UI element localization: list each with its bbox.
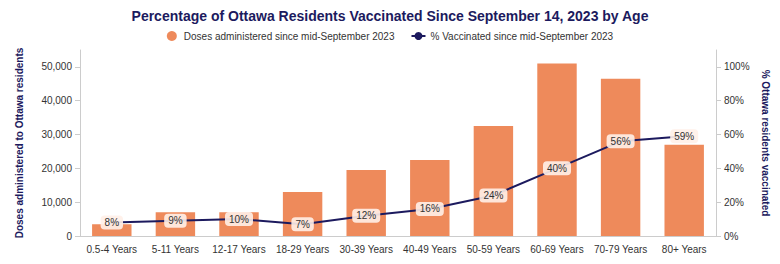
svg-text:40%: 40% xyxy=(547,163,567,174)
svg-text:Doses administered since mid-S: Doses administered since mid-September 2… xyxy=(184,31,395,42)
svg-text:30,000: 30,000 xyxy=(41,129,72,140)
svg-text:50,000: 50,000 xyxy=(41,61,72,72)
svg-text:10,000: 10,000 xyxy=(41,197,72,208)
svg-text:60%: 60% xyxy=(724,129,744,140)
svg-text:% Vaccinated since mid-Septemb: % Vaccinated since mid-September 2023 xyxy=(430,31,613,42)
svg-text:80%: 80% xyxy=(724,95,744,106)
svg-text:7%: 7% xyxy=(295,219,310,230)
svg-text:8%: 8% xyxy=(105,217,120,228)
svg-text:Percentage of Ottawa Residents: Percentage of Ottawa Residents Vaccinate… xyxy=(132,8,649,24)
svg-text:59%: 59% xyxy=(674,131,694,142)
svg-text:10%: 10% xyxy=(229,214,249,225)
svg-text:20,000: 20,000 xyxy=(41,163,72,174)
svg-text:80+ Years: 80+ Years xyxy=(662,244,707,255)
svg-text:5-11 Years: 5-11 Years xyxy=(152,244,199,255)
svg-text:40,000: 40,000 xyxy=(41,95,72,106)
svg-text:70-79 Years: 70-79 Years xyxy=(594,244,647,255)
svg-text:56%: 56% xyxy=(611,136,631,147)
svg-text:9%: 9% xyxy=(168,215,183,226)
svg-text:Doses administered to Ottawa r: Doses administered to Ottawa residents xyxy=(14,47,25,238)
svg-text:60-69 Years: 60-69 Years xyxy=(530,244,583,255)
svg-text:0: 0 xyxy=(66,231,72,242)
svg-text:30-39 Years: 30-39 Years xyxy=(340,244,393,255)
svg-text:12%: 12% xyxy=(356,210,376,221)
svg-text:100%: 100% xyxy=(724,61,750,72)
svg-text:12-17 Years: 12-17 Years xyxy=(212,244,265,255)
svg-text:0%: 0% xyxy=(724,231,739,242)
svg-text:50-59 Years: 50-59 Years xyxy=(467,244,520,255)
svg-text:0.5-4 Years: 0.5-4 Years xyxy=(86,244,137,255)
svg-text:20%: 20% xyxy=(724,197,744,208)
svg-text:16%: 16% xyxy=(420,203,440,214)
svg-text:24%: 24% xyxy=(483,190,503,201)
svg-text:% Ottawa residents vaccinated: % Ottawa residents vaccinated xyxy=(760,70,771,217)
svg-text:40-49 Years: 40-49 Years xyxy=(403,244,456,255)
svg-text:18-29 Years: 18-29 Years xyxy=(276,244,329,255)
svg-text:40%: 40% xyxy=(724,163,744,174)
